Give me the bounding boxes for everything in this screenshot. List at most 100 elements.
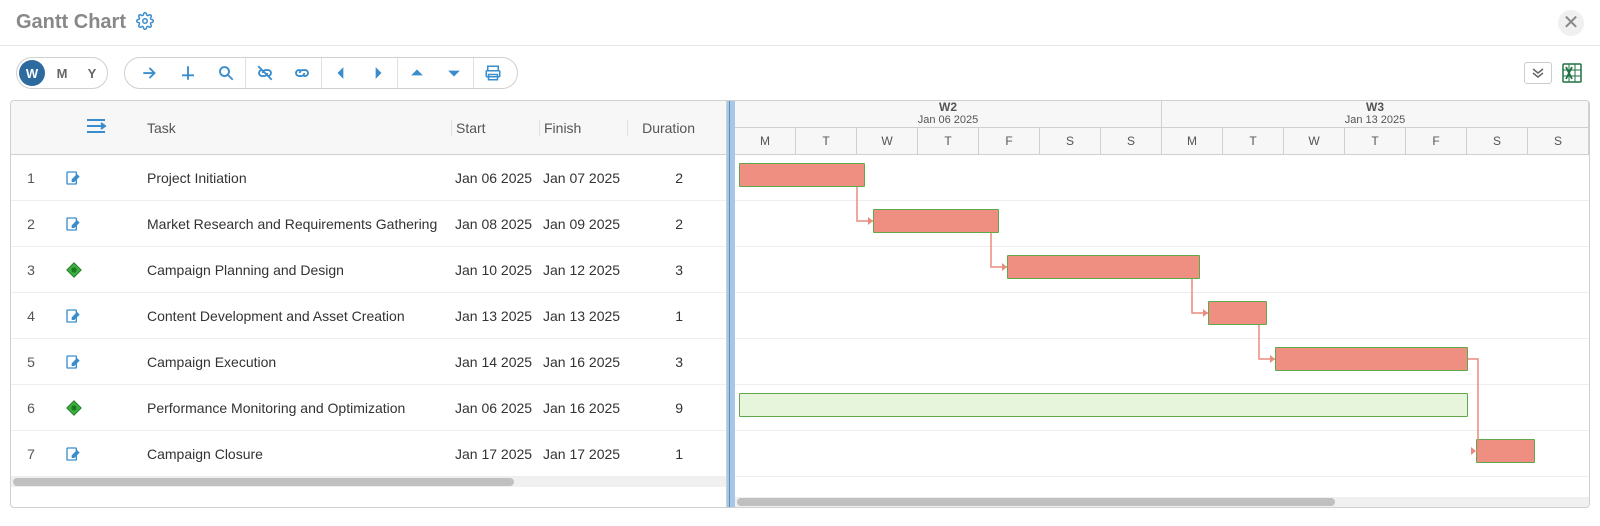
gantt-row <box>735 385 1589 431</box>
collapse-button[interactable] <box>1524 62 1552 84</box>
view-toggle: WMY <box>16 57 108 89</box>
task-finish: Jan 12 2025 <box>539 262 627 278</box>
view-toggle-m[interactable]: M <box>47 57 77 89</box>
row-number: 4 <box>11 308 51 324</box>
row-number: 5 <box>11 354 51 370</box>
gantt-row <box>735 201 1589 247</box>
task-finish: Jan 07 2025 <box>539 170 627 186</box>
gantt-row <box>735 155 1589 201</box>
gantt-bar[interactable] <box>1208 301 1267 325</box>
gantt-bar[interactable] <box>1007 255 1200 279</box>
day-header: F <box>979 128 1040 154</box>
left-scrollbar[interactable] <box>11 477 726 487</box>
task-start: Jan 06 2025 <box>451 400 539 416</box>
header: Gantt Chart ✕ <box>0 0 1600 46</box>
task-duration: 3 <box>627 262 703 278</box>
day-header: W <box>1284 128 1345 154</box>
zoom-button[interactable] <box>207 57 245 89</box>
task-finish: Jan 16 2025 <box>539 354 627 370</box>
day-header: W <box>857 128 918 154</box>
table-row[interactable]: 3 Campaign Planning and DesignJan 10 2025… <box>11 247 726 293</box>
task-finish: Jan 16 2025 <box>539 400 627 416</box>
day-header: T <box>796 128 857 154</box>
col-finish-header[interactable]: Finish <box>539 120 627 136</box>
task-start: Jan 14 2025 <box>451 354 539 370</box>
timeline-header: W2Jan 06 2025W3Jan 13 2025 MTWTFSSMTWTFS… <box>735 101 1589 155</box>
gear-icon[interactable] <box>136 12 154 33</box>
task-duration: 1 <box>627 308 703 324</box>
row-type-icon[interactable] <box>51 399 141 417</box>
unlink-button[interactable] <box>245 57 283 89</box>
gantt-row <box>735 339 1589 385</box>
task-table-header: Task Start Finish Duration <box>11 101 726 155</box>
day-header: T <box>1345 128 1406 154</box>
task-name: Campaign Planning and Design <box>141 262 451 278</box>
table-row[interactable]: 2 Market Research and Requirements Gather… <box>11 201 726 247</box>
indent-icon[interactable] <box>85 117 107 138</box>
task-start: Jan 10 2025 <box>451 262 539 278</box>
row-number: 7 <box>11 446 51 462</box>
goto-today-button[interactable] <box>131 57 169 89</box>
row-type-icon[interactable] <box>51 261 141 279</box>
day-header: S <box>1101 128 1162 154</box>
view-toggle-w[interactable]: W <box>19 60 45 86</box>
prev-button[interactable] <box>321 57 359 89</box>
view-toggle-y[interactable]: Y <box>77 57 107 89</box>
gantt-row <box>735 293 1589 339</box>
task-start: Jan 08 2025 <box>451 216 539 232</box>
row-type-icon[interactable] <box>51 446 141 462</box>
task-start: Jan 17 2025 <box>451 446 539 462</box>
day-header: S <box>1040 128 1101 154</box>
day-header: F <box>1406 128 1467 154</box>
splitter[interactable] <box>727 101 735 507</box>
col-task-header[interactable]: Task <box>141 120 451 136</box>
task-duration: 1 <box>627 446 703 462</box>
table-row[interactable]: 5 Campaign ExecutionJan 14 2025Jan 16 202… <box>11 339 726 385</box>
task-finish: Jan 09 2025 <box>539 216 627 232</box>
print-button[interactable] <box>473 57 511 89</box>
task-duration: 2 <box>627 170 703 186</box>
page-title: Gantt Chart <box>16 11 126 34</box>
link-button[interactable] <box>283 57 321 89</box>
gantt-bar[interactable] <box>739 393 1468 417</box>
col-duration-header[interactable]: Duration <box>627 120 703 136</box>
right-scrollbar[interactable] <box>735 497 1589 507</box>
task-duration: 9 <box>627 400 703 416</box>
row-number: 6 <box>11 400 51 416</box>
row-type-icon[interactable] <box>51 216 141 232</box>
task-name: Market Research and Requirements Gatheri… <box>141 216 451 232</box>
table-row[interactable]: 4Content Development and Asset CreationJ… <box>11 293 726 339</box>
task-name: Content Development and Asset Creation <box>141 308 451 324</box>
day-header: S <box>1467 128 1528 154</box>
task-name: Campaign Closure <box>141 446 451 462</box>
day-header: T <box>1223 128 1284 154</box>
row-number: 1 <box>11 170 51 186</box>
gantt-bar[interactable] <box>873 209 999 233</box>
next-button[interactable] <box>359 57 397 89</box>
table-row[interactable]: 6 Performance Monitoring and Optimization… <box>11 385 726 431</box>
gantt-bar[interactable] <box>1476 439 1535 463</box>
down-button[interactable] <box>435 57 473 89</box>
task-start: Jan 06 2025 <box>451 170 539 186</box>
add-marker-button[interactable] <box>169 57 207 89</box>
gantt-bar[interactable] <box>1275 347 1468 371</box>
row-type-icon[interactable] <box>51 170 141 186</box>
row-number: 3 <box>11 262 51 278</box>
gantt-row <box>735 247 1589 293</box>
gantt-area <box>735 155 1589 497</box>
table-row[interactable]: 1Project InitiationJan 06 2025Jan 07 202… <box>11 155 726 201</box>
excel-icon[interactable] <box>1560 61 1584 85</box>
task-duration: 2 <box>627 216 703 232</box>
timeline-panel: W2Jan 06 2025W3Jan 13 2025 MTWTFSSMTWTFS… <box>735 101 1589 507</box>
gantt-bar[interactable] <box>739 163 865 187</box>
table-row[interactable]: 7Campaign ClosureJan 17 2025Jan 17 20251 <box>11 431 726 477</box>
close-icon[interactable]: ✕ <box>1558 10 1584 36</box>
task-name: Performance Monitoring and Optimization <box>141 400 451 416</box>
row-type-icon[interactable] <box>51 354 141 370</box>
task-table: Task Start Finish Duration 1Project Init… <box>11 101 727 507</box>
row-type-icon[interactable] <box>51 308 141 324</box>
task-name: Campaign Execution <box>141 354 451 370</box>
up-button[interactable] <box>397 57 435 89</box>
col-start-header[interactable]: Start <box>451 120 539 136</box>
toolbar: WMY <box>0 46 1600 100</box>
